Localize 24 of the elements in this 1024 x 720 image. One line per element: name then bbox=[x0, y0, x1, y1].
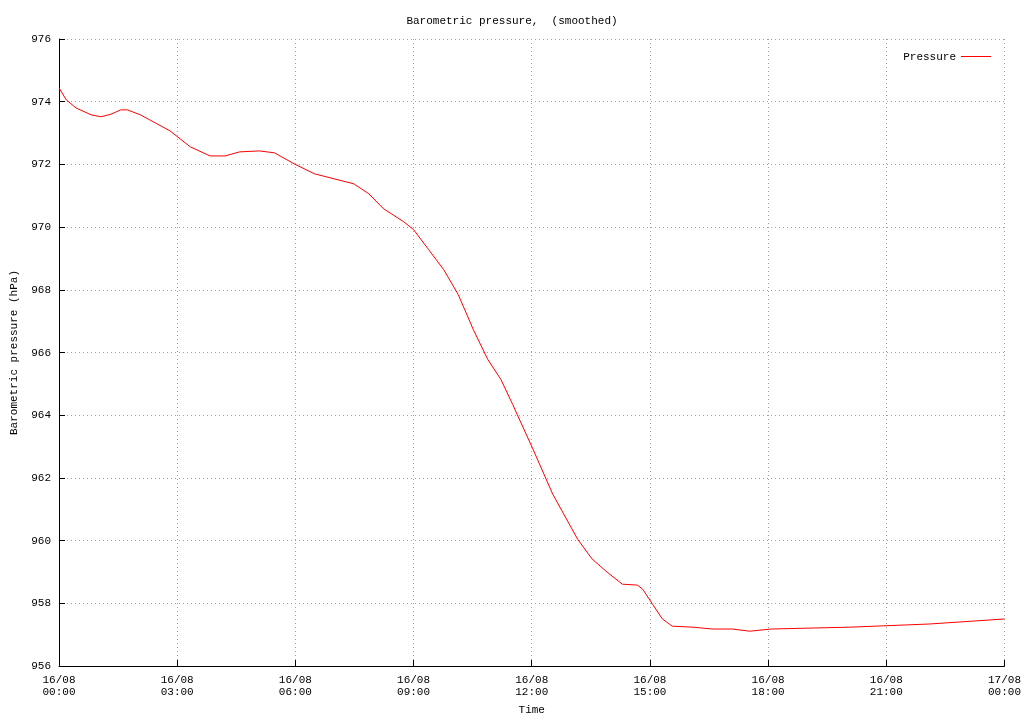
y-tick-label: 976 bbox=[31, 33, 51, 45]
y-tick-label: 964 bbox=[31, 409, 52, 422]
y-axis-title: Barometric pressure (hPa) bbox=[7, 269, 20, 436]
y-tick-label: 956 bbox=[31, 660, 51, 672]
y-tick-label: 960 bbox=[31, 534, 51, 547]
x-tick-label: 16/08 18:00 bbox=[751, 674, 785, 698]
x-tick-label: 16/08 03:00 bbox=[160, 674, 194, 698]
x-tick-label: 16/08 06:00 bbox=[278, 674, 312, 698]
y-tick-label: 966 bbox=[31, 346, 51, 359]
legend-label: Pressure bbox=[903, 50, 956, 63]
y-tick-label: 970 bbox=[31, 221, 51, 234]
x-tick-label: 16/08 00:00 bbox=[42, 674, 76, 698]
x-tick-label: 16/08 09:00 bbox=[397, 674, 431, 698]
y-tick-label: 962 bbox=[31, 471, 51, 484]
y-tick-label: 972 bbox=[31, 158, 51, 171]
y-tick-label: 968 bbox=[31, 283, 51, 296]
y-tick-label: 974 bbox=[31, 95, 52, 108]
x-tick-label: 16/08 15:00 bbox=[633, 674, 667, 698]
x-tick-label: 17/08 00:00 bbox=[987, 674, 1022, 698]
y-tick-label: 958 bbox=[31, 597, 51, 610]
x-tick-label: 16/08 21:00 bbox=[869, 674, 903, 698]
chart-title: Barometric pressure, (smoothed) bbox=[406, 14, 618, 27]
x-tick-label: 16/08 12:00 bbox=[515, 674, 549, 698]
x-axis-title: Time bbox=[518, 703, 545, 716]
